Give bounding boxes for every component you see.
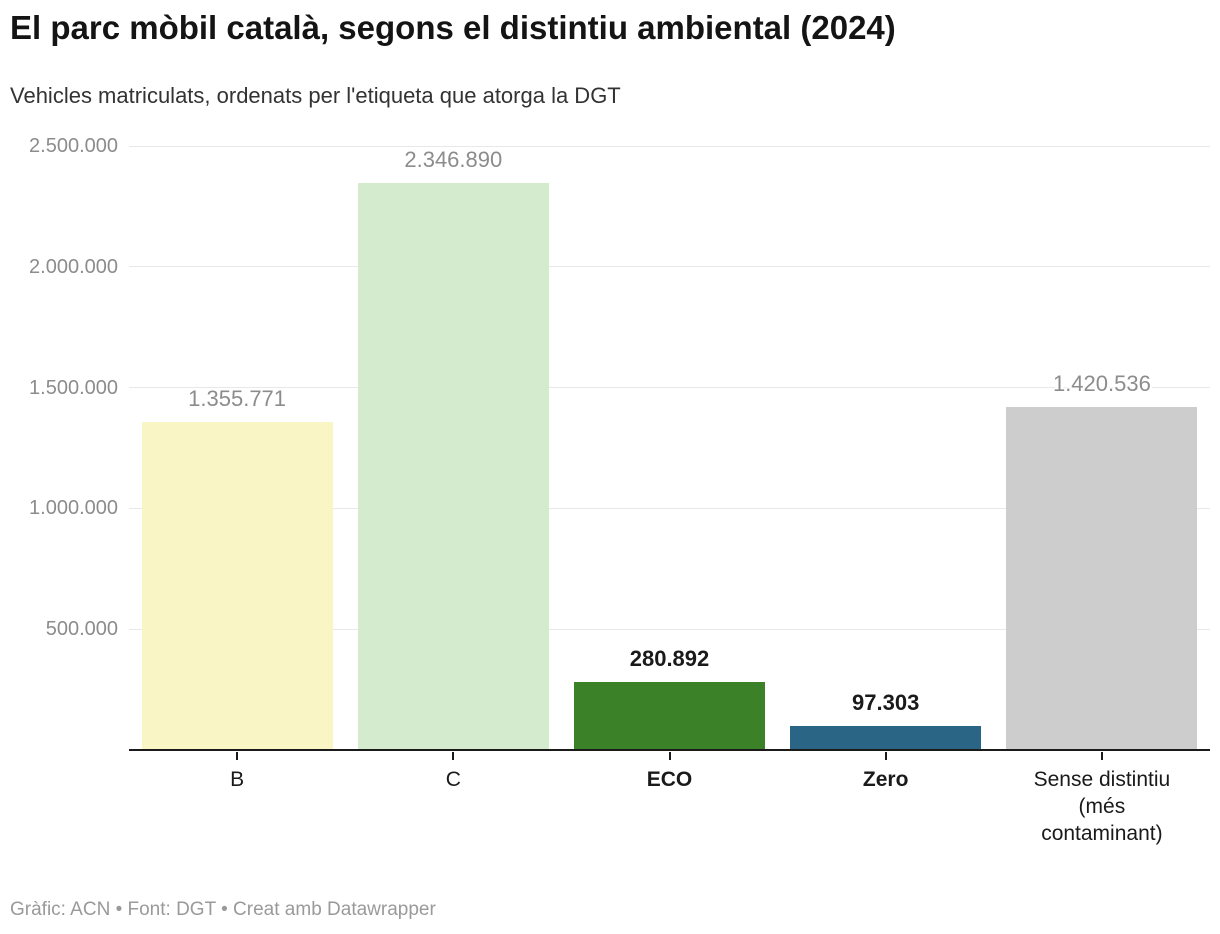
x-axis-tick: [452, 752, 455, 760]
x-axis-tick: [1100, 752, 1103, 760]
gridline: [129, 266, 1210, 268]
bar-b: [141, 422, 333, 750]
gridline: [129, 387, 1210, 389]
bar-value-label: 1.355.771: [188, 386, 287, 412]
x-axis-label: Zero: [862, 768, 909, 791]
y-axis-label: 1.500.000: [29, 376, 118, 399]
x-axis-label: Sense distintiu (més contaminant): [1033, 768, 1171, 845]
chart-subtitle: Vehicles matriculats, ordenats per l'eti…: [10, 83, 621, 108]
bar-eco: [574, 682, 765, 750]
bar-value-label: 2.346.890: [404, 146, 503, 172]
y-axis-label: 500.000: [45, 618, 118, 641]
x-axis-tick: [668, 752, 671, 760]
bar-sense-distintiu-m-s-contaminant: [1006, 406, 1198, 750]
gridline: [129, 145, 1210, 147]
bar-c: [357, 182, 549, 750]
x-axis-baseline: [129, 749, 1210, 751]
x-axis-label: B: [230, 768, 245, 791]
bar-zero: [790, 726, 982, 750]
x-axis-label: C: [445, 768, 461, 791]
gridline: [129, 507, 1210, 509]
y-axis-label: 2.500.000: [29, 135, 118, 157]
gridline: [129, 628, 1210, 630]
chart-title: El parc mòbil català, segons el distinti…: [10, 9, 896, 46]
x-axis-tick: [236, 752, 239, 760]
y-axis-label: 2.000.000: [29, 255, 118, 278]
bar-value-label: 280.892: [629, 646, 710, 672]
x-axis-tick: [884, 752, 887, 760]
chart-attribution: Gràfic: ACN • Font: DGT • Creat amb Data…: [10, 899, 436, 920]
y-axis-label: 1.000.000: [29, 497, 118, 520]
bar-value-label: 97.303: [852, 690, 920, 716]
bar-value-label: 1.420.536: [1052, 370, 1151, 396]
x-axis-label: ECO: [646, 768, 693, 791]
